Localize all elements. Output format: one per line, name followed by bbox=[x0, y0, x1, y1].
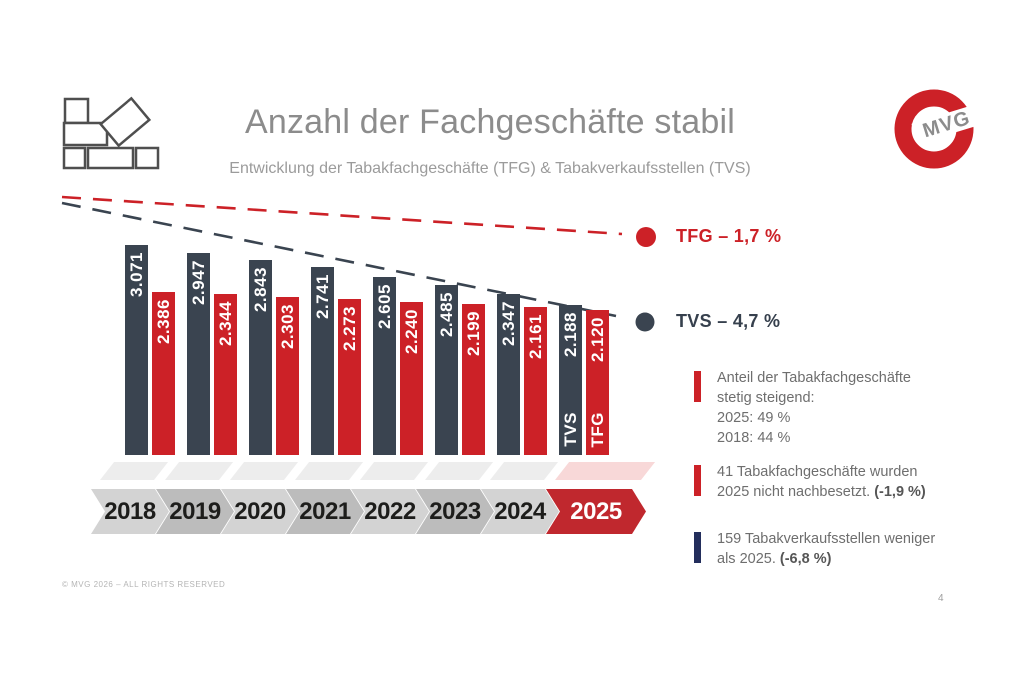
year-2020: 2020 bbox=[221, 489, 299, 534]
bar-tvs-2018: 3.071 bbox=[125, 245, 148, 455]
bar-value-label: 2.120 bbox=[588, 317, 607, 363]
bar-value-label: 2.485 bbox=[437, 292, 456, 338]
bar-tvs-2023: 2.485 bbox=[435, 285, 458, 455]
bar-tfg-2021: 2.273 bbox=[338, 299, 361, 455]
year-2018: 2018 bbox=[91, 489, 169, 534]
bar-shadow-2019 bbox=[165, 462, 234, 480]
red-bullet-bar bbox=[694, 465, 701, 496]
copyright: © MVG 2026 – ALL RIGHTS RESERVED bbox=[62, 580, 226, 589]
bar-tvs-2024: 2.347 bbox=[497, 294, 520, 455]
bar-value-label: 2.386 bbox=[154, 299, 173, 345]
bar-tvs-2019: 2.947 bbox=[187, 253, 210, 455]
insight-item-share: Anteil der Tabakfachgeschäfte stetig stei… bbox=[694, 368, 966, 448]
bar-shadow-2022 bbox=[360, 462, 429, 480]
bar-value-label: 3.071 bbox=[127, 252, 146, 298]
page-subtitle: Entwicklung der Tabakfachgeschäfte (TFG)… bbox=[229, 160, 751, 177]
year-2023: 2023 bbox=[416, 489, 494, 534]
bar-series-label: TFG bbox=[588, 411, 607, 448]
bar-tfg-2020: 2.303 bbox=[276, 297, 299, 455]
insight-item-tvs: 159 Tabakverkaufsstellen weniger als 2025… bbox=[694, 529, 966, 569]
tfg-trend-line bbox=[61, 195, 623, 236]
bar-shadow-2025 bbox=[555, 462, 656, 480]
page-title: Anzahl der Fachgeschäfte stabil bbox=[244, 103, 736, 141]
bar-tfg-2023: 2.199 bbox=[462, 304, 485, 455]
navy-bullet-bar bbox=[694, 532, 701, 563]
bar-shadow-2021 bbox=[295, 462, 364, 480]
bar-shadow-2018 bbox=[100, 462, 169, 480]
bar-tfg-2019: 2.344 bbox=[214, 294, 237, 455]
bar-value-label: 2.240 bbox=[402, 309, 421, 355]
insight-text: 41 Tabakfachgeschäfte wurden 2025 nicht n… bbox=[717, 464, 926, 500]
bar-value-label: 2.605 bbox=[375, 284, 394, 330]
bar-tfg-2024: 2.161 bbox=[524, 307, 547, 455]
bar-value-label: 2.741 bbox=[313, 274, 332, 320]
bar-shadow-2023 bbox=[425, 462, 494, 480]
bar-shadow-2020 bbox=[230, 462, 299, 480]
bar-value-label: 2.344 bbox=[216, 301, 235, 347]
insights: Anteil der Tabakfachgeschäfte stetig stei… bbox=[694, 368, 966, 569]
tfg-trend-label: TFG – 1,7 % bbox=[676, 226, 782, 246]
insight-item-tfg: 41 Tabakfachgeschäfte wurden 2025 nicht n… bbox=[694, 462, 966, 502]
bar-value-label: 2.199 bbox=[464, 311, 483, 357]
year-2025: 2025 bbox=[546, 489, 646, 534]
bar-value-label: 2.347 bbox=[499, 301, 518, 347]
mvg-logo: MVG bbox=[894, 89, 978, 169]
bar-value-label: 2.188 bbox=[561, 312, 580, 358]
year-2022: 2022 bbox=[351, 489, 429, 534]
tvs-trend-label: TVS – 4,7 % bbox=[676, 311, 781, 331]
bar-value-label: 2.947 bbox=[189, 260, 208, 306]
bar-chart: 3.071 2.386 2.947 2.344 2.843 2.303 2.741 2.273… bbox=[125, 240, 645, 455]
bar-tfg-2022: 2.240 bbox=[400, 302, 423, 455]
bar-value-label: 2.843 bbox=[251, 267, 270, 313]
bar-shadow-2024 bbox=[490, 462, 559, 480]
bricks-icon bbox=[62, 96, 160, 170]
bar-value-label: 2.161 bbox=[526, 314, 545, 360]
bar-tvs-2021: 2.741 bbox=[311, 267, 334, 455]
red-bullet-bar bbox=[694, 371, 701, 402]
insight-text: 159 Tabakverkaufsstellen weniger als 2025… bbox=[717, 531, 936, 567]
bar-tfg-2018: 2.386 bbox=[152, 292, 175, 455]
bar-tfg-2025: 2.120 TFG bbox=[586, 310, 609, 455]
bar-tvs-2020: 2.843 bbox=[249, 260, 272, 455]
insight-text: Anteil der Tabakfachgeschäfte stetig stei… bbox=[717, 370, 912, 446]
bar-tvs-2022: 2.605 bbox=[373, 277, 396, 455]
bar-value-label: 2.273 bbox=[340, 306, 359, 352]
bar-value-label: 2.303 bbox=[278, 304, 297, 350]
page-number: 4 bbox=[938, 593, 944, 604]
bar-tvs-2025: 2.188 TVS bbox=[559, 305, 582, 455]
bar-series-label: TVS bbox=[561, 412, 580, 447]
